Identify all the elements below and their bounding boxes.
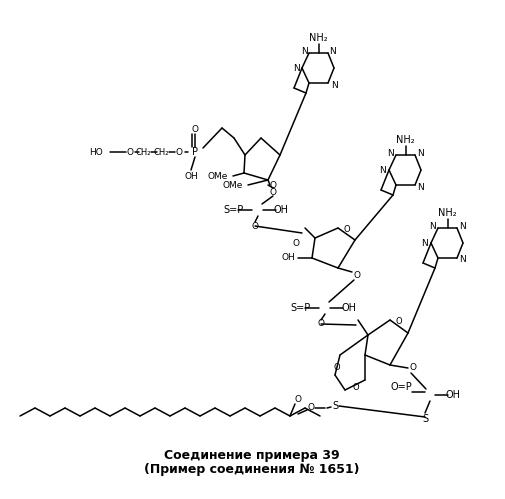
Text: N: N xyxy=(430,222,436,231)
Text: O: O xyxy=(270,188,277,197)
Text: Соединение примера 39: Соединение примера 39 xyxy=(164,449,340,462)
Text: HO: HO xyxy=(89,148,103,157)
Text: N: N xyxy=(418,183,424,192)
Text: OH: OH xyxy=(341,303,356,313)
Text: S=P: S=P xyxy=(224,205,244,215)
Text: N: N xyxy=(460,255,467,264)
Text: O: O xyxy=(396,317,402,326)
Text: OH: OH xyxy=(446,390,461,400)
Text: N: N xyxy=(300,46,308,55)
Text: O: O xyxy=(308,404,315,413)
Text: OH: OH xyxy=(184,172,198,181)
Text: OMe: OMe xyxy=(208,172,228,181)
Text: N: N xyxy=(331,80,337,89)
Text: OH: OH xyxy=(281,253,295,262)
Text: OH: OH xyxy=(274,205,289,215)
Text: P: P xyxy=(192,147,198,157)
Text: CH₂: CH₂ xyxy=(135,148,151,157)
Text: CH₂: CH₂ xyxy=(153,148,169,157)
Text: O: O xyxy=(352,383,360,392)
Text: O: O xyxy=(294,396,301,405)
Text: NH₂: NH₂ xyxy=(396,135,415,145)
Text: O: O xyxy=(410,363,417,372)
Text: N: N xyxy=(422,239,428,248)
Text: S=P: S=P xyxy=(291,303,311,313)
Text: N: N xyxy=(417,149,423,158)
Text: O=P: O=P xyxy=(390,382,412,392)
Text: (Пример соединения № 1651): (Пример соединения № 1651) xyxy=(144,464,360,477)
Text: S: S xyxy=(332,401,338,411)
Text: O: O xyxy=(334,363,340,372)
Text: S: S xyxy=(422,414,428,424)
Text: O: O xyxy=(270,181,277,190)
Text: OMe: OMe xyxy=(223,181,243,190)
Text: N: N xyxy=(330,46,336,55)
Text: O: O xyxy=(126,148,133,157)
Text: O: O xyxy=(251,222,259,231)
Text: O: O xyxy=(191,124,198,134)
Text: N: N xyxy=(459,222,466,231)
Text: NH₂: NH₂ xyxy=(309,33,328,43)
Text: N: N xyxy=(388,149,394,158)
Text: O: O xyxy=(318,319,325,328)
Text: O: O xyxy=(176,148,182,157)
Text: NH₂: NH₂ xyxy=(438,208,457,218)
Text: O: O xyxy=(343,225,350,234)
Text: O: O xyxy=(354,271,361,280)
Text: O: O xyxy=(292,239,299,248)
Text: N: N xyxy=(380,166,386,175)
Text: N: N xyxy=(292,63,299,72)
